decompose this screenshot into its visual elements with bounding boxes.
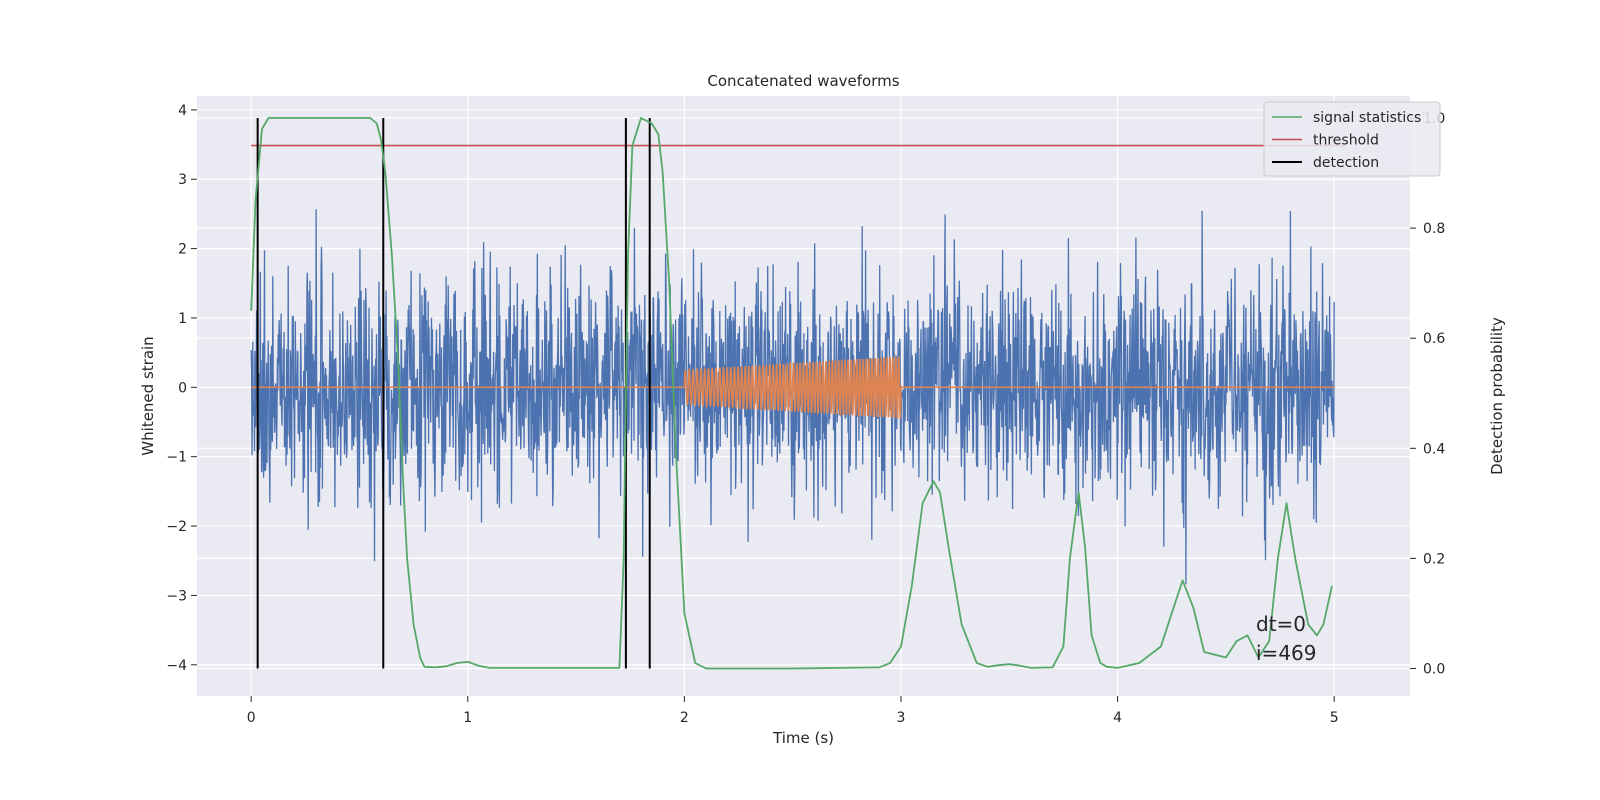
y-left-tick-label: 3 bbox=[178, 172, 187, 188]
y-right-tick-label: 0.0 bbox=[1423, 661, 1445, 677]
y-left-tick-label: 1 bbox=[178, 311, 187, 327]
x-tick-label: 4 bbox=[1113, 710, 1122, 726]
x-tick-label: 5 bbox=[1330, 710, 1339, 726]
legend-box bbox=[1263, 101, 1441, 177]
annotation-index: i=469 bbox=[1256, 641, 1317, 665]
y-right-tick-label: 0.2 bbox=[1423, 551, 1445, 567]
y-left-tick-label: −4 bbox=[166, 658, 187, 674]
injected-waveform-series bbox=[251, 356, 1335, 419]
x-tick-label: 1 bbox=[463, 710, 472, 726]
y-right-tick-label: 0.4 bbox=[1423, 441, 1445, 457]
chart-title: Concatenated waveforms bbox=[707, 72, 899, 90]
x-tick-label: 0 bbox=[247, 710, 256, 726]
legend-label-threshold: threshold bbox=[1313, 133, 1379, 149]
legend-label-detection: detection bbox=[1313, 155, 1379, 171]
y-left-tick-label: −2 bbox=[166, 519, 187, 535]
x-tick-label: 3 bbox=[897, 710, 906, 726]
y-left-tick-label: 4 bbox=[178, 103, 187, 119]
y-axis-right-label: Detection probability bbox=[1488, 317, 1506, 475]
x-tick-label: 2 bbox=[680, 710, 689, 726]
signal-statistics-line bbox=[250, 117, 1333, 670]
y-left-tick-label: −1 bbox=[166, 450, 187, 466]
y-left-tick-label: 2 bbox=[178, 242, 187, 258]
annotation-dt: dt=0 bbox=[1256, 612, 1306, 636]
y-axis-left-label: Whitened strain bbox=[139, 336, 157, 455]
y-right-tick-label: 0.8 bbox=[1423, 221, 1445, 237]
signal-statistics-series bbox=[250, 117, 1333, 670]
y-right-tick-label: 0.6 bbox=[1423, 331, 1445, 347]
y-left-tick-label: −3 bbox=[166, 588, 187, 604]
legend-label-signal-statistics: signal statistics bbox=[1313, 110, 1421, 126]
y-left-tick-label: 0 bbox=[178, 380, 187, 396]
injected-waveform-line bbox=[251, 356, 1335, 419]
legend: signal statistics threshold detection bbox=[1263, 101, 1441, 177]
x-axis-label: Time (s) bbox=[772, 729, 834, 747]
